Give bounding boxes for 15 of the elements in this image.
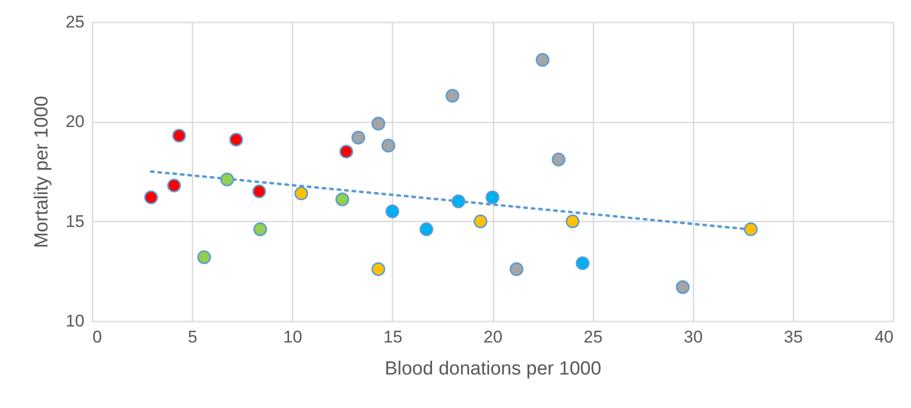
x-tick-label: 5 — [188, 328, 198, 346]
y-tick-label: 25 — [66, 12, 84, 32]
x-tick-label: 0 — [92, 328, 102, 346]
x-tick-label: 30 — [684, 328, 703, 346]
x-tick-label: 40 — [874, 328, 894, 346]
x-tick-label: 10 — [283, 328, 302, 346]
x-axis-title: Blood donations per 1000 — [384, 358, 602, 380]
x-tick-label: 15 — [383, 328, 402, 346]
y-axis-title: Mortality per 1000 — [32, 96, 53, 248]
y-tick-label: 15 — [66, 212, 84, 231]
y-tick-label: 10 — [66, 312, 84, 330]
y-tick-label: 20 — [66, 112, 84, 132]
x-tick-label: 35 — [784, 328, 803, 346]
x-tick-label: 20 — [484, 328, 502, 346]
x-tick-label: 25 — [584, 328, 603, 346]
